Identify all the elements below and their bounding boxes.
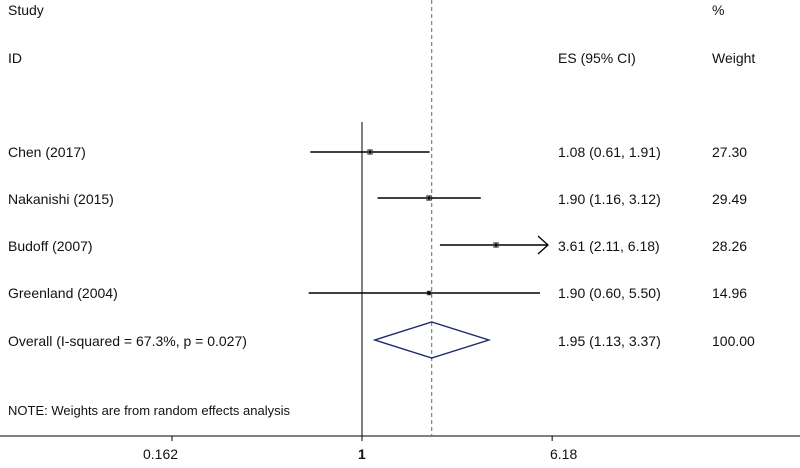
study-weight-3: 14.96 — [712, 285, 748, 301]
overall-label: Overall (I-squared = 67.3%, p = 0.027) — [8, 333, 247, 349]
x-tick-label-1: 1 — [358, 446, 366, 462]
note-text: NOTE: Weights are from random effects an… — [8, 403, 291, 418]
point-estimate-2 — [494, 243, 498, 247]
study-es-1: 1.90 (1.16, 3.12) — [558, 191, 661, 207]
es-header: ES (95% CI) — [558, 50, 636, 66]
point-estimate-1 — [427, 196, 431, 200]
study-es-3: 1.90 (0.60, 5.50) — [558, 285, 661, 301]
study-weight-0: 27.30 — [712, 144, 748, 160]
ci-arrow-2 — [537, 235, 549, 255]
study-header: Study — [8, 2, 44, 18]
x-tick-label-2: 6.18 — [550, 446, 578, 462]
study-weight-1: 29.49 — [712, 191, 748, 207]
study-label-2: Budoff (2007) — [8, 238, 93, 254]
id-header: ID — [8, 50, 22, 66]
overall-diamond — [372, 321, 492, 359]
percent-header: % — [712, 2, 725, 18]
point-estimate-0 — [368, 150, 372, 154]
overall-weight: 100.00 — [712, 333, 755, 349]
study-es-2: 3.61 (2.11, 6.18) — [558, 238, 660, 254]
study-label-1: Nakanishi (2015) — [8, 191, 114, 207]
overall-es: 1.95 (1.13, 3.37) — [558, 333, 661, 349]
weight-header: Weight — [712, 50, 756, 66]
point-estimate-3 — [427, 291, 431, 295]
study-weight-2: 28.26 — [712, 238, 748, 254]
x-tick-label-0: 0.162 — [143, 446, 179, 462]
study-label-0: Chen (2017) — [8, 144, 86, 160]
study-es-0: 1.08 (0.61, 1.91) — [558, 144, 661, 160]
study-label-3: Greenland (2004) — [8, 285, 118, 301]
